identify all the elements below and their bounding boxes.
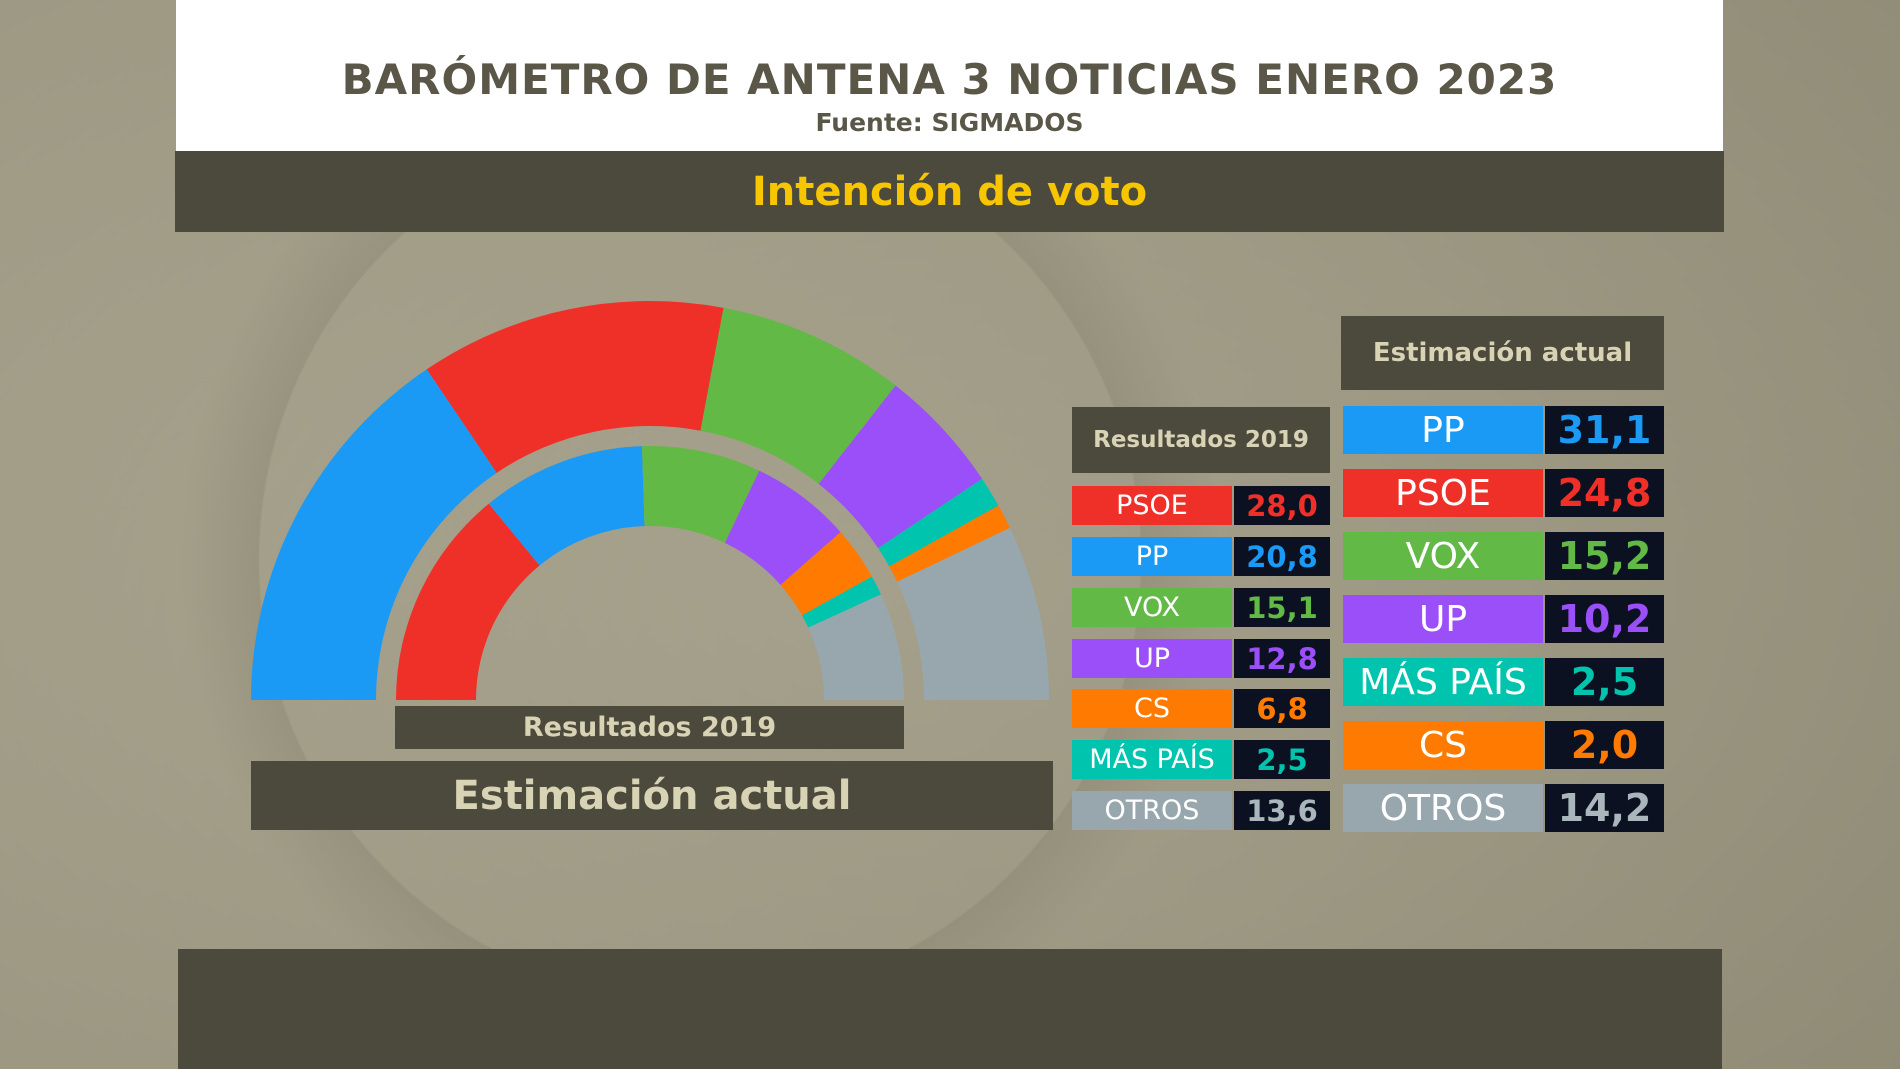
party-value: 13,6 [1234,791,1330,830]
party-label: CS [1343,721,1543,769]
party-value: 24,8 [1545,469,1664,517]
table-row: CS 2,0 [1343,721,1664,769]
party-value: 31,1 [1545,406,1664,454]
table-row: PP 20,8 [1072,537,1330,576]
table-row: MÁS PAÍS 2,5 [1072,740,1330,779]
outer-seat-segment-cs [889,505,1010,582]
party-value: 2,5 [1545,658,1664,706]
party-label: OTROS [1072,791,1232,830]
table-row: UP 10,2 [1343,595,1664,643]
party-value: 2,5 [1234,740,1330,779]
outer-seat-segment-vox [700,307,896,485]
party-label: MÁS PAÍS [1072,740,1232,779]
table-row: PSOE 28,0 [1072,486,1330,525]
outer-seat-segment-pp [251,369,497,700]
inner-seat-segment-vox [641,446,760,543]
outer-seat-segment-otros [897,527,1049,700]
table-now-header: Estimación actual [1341,316,1664,390]
outer-seat-segment-psoe [426,300,724,473]
outer-ring-label: Estimación actual [251,761,1053,830]
party-label: UP [1072,639,1232,678]
inner-seat-segment-up [724,470,841,585]
table-row: PSOE 24,8 [1343,469,1664,517]
inner-seat-segment-otros [808,594,904,700]
bottom-bar [178,949,1722,1069]
party-label: CS [1072,689,1232,728]
table-row: OTROS 13,6 [1072,791,1330,830]
page-title: BARÓMETRO DE ANTENA 3 NOTICIAS ENERO 202… [341,55,1558,104]
party-label: UP [1343,595,1543,643]
party-value: 15,1 [1234,588,1330,627]
party-value: 14,2 [1545,784,1664,832]
party-value: 15,2 [1545,532,1664,580]
table-row: UP 12,8 [1072,639,1330,678]
party-label: PP [1072,537,1232,576]
inner-ring-label: Resultados 2019 [395,706,904,749]
source-subtitle: Fuente: SIGMADOS [815,108,1084,137]
party-value: 10,2 [1545,595,1664,643]
party-label: MÁS PAÍS [1343,658,1543,706]
inner-seat-segment-pp [488,446,645,566]
table-row: VOX 15,1 [1072,588,1330,627]
table-2019-header: Resultados 2019 [1072,407,1330,473]
party-label: PSOE [1343,469,1543,517]
party-label: OTROS [1343,784,1543,832]
party-value: 6,8 [1234,689,1330,728]
party-label: PSOE [1072,486,1232,525]
header: BARÓMETRO DE ANTENA 3 NOTICIAS ENERO 202… [176,0,1723,151]
table-row: CS 6,8 [1072,689,1330,728]
outer-seat-segment-up [818,385,983,549]
party-value: 2,0 [1545,721,1664,769]
inner-seat-segment-más-país [802,576,881,628]
party-value: 28,0 [1234,486,1330,525]
inner-seat-segment-psoe [396,503,540,700]
table-row: OTROS 14,2 [1343,784,1664,832]
section-title: Intención de voto [175,151,1724,232]
party-value: 12,8 [1234,639,1330,678]
party-label: VOX [1072,588,1232,627]
inner-seat-segment-cs [780,532,872,616]
party-value: 20,8 [1234,537,1330,576]
party-label: VOX [1343,532,1543,580]
table-row: VOX 15,2 [1343,532,1664,580]
outer-seat-segment-más-país [878,478,999,567]
table-row: MÁS PAÍS 2,5 [1343,658,1664,706]
table-row: PP 31,1 [1343,406,1664,454]
party-label: PP [1343,406,1543,454]
